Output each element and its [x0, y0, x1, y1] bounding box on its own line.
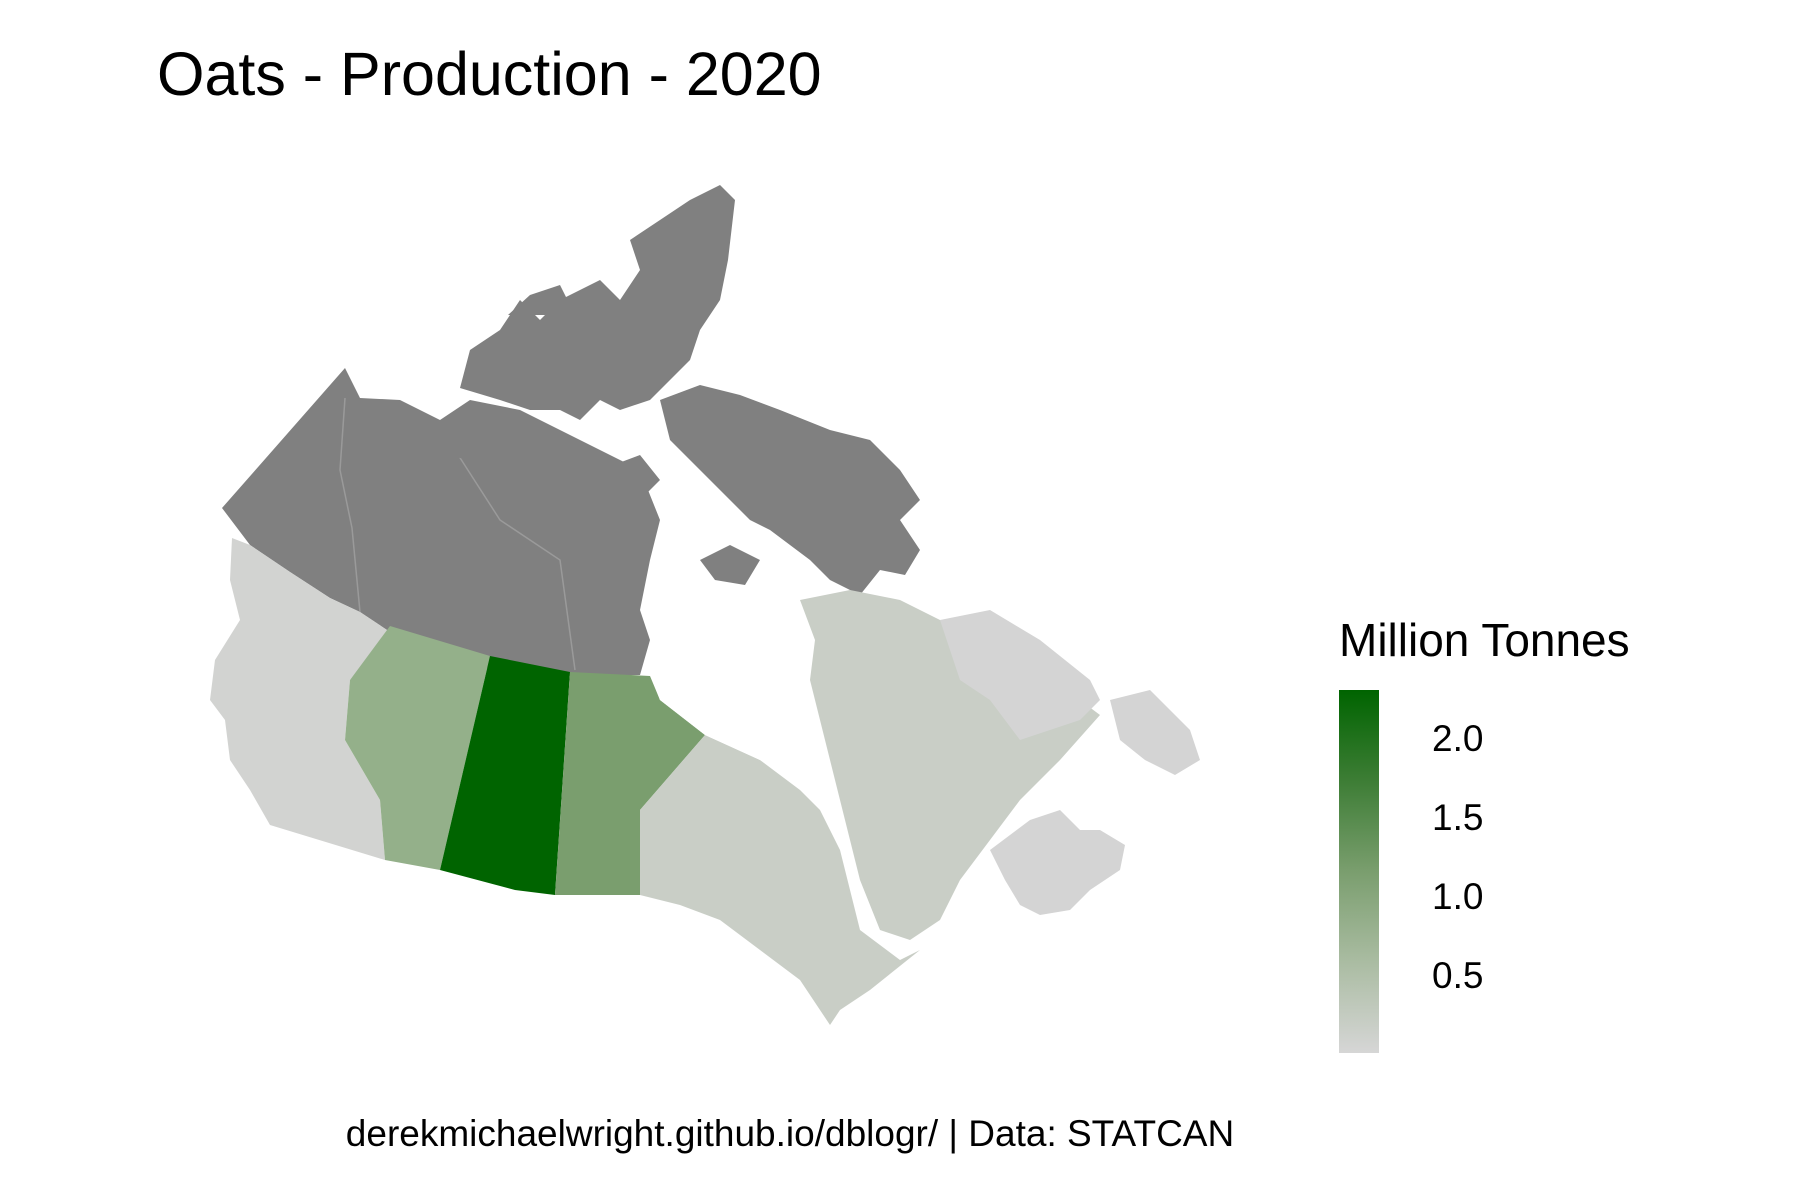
legend-tick-label-2-0: 2.0 — [1432, 718, 1484, 759]
legend-colorbar — [1339, 690, 1379, 1053]
province-ontario — [640, 735, 920, 1025]
hudson-bay — [645, 600, 830, 800]
northern-islands — [440, 285, 760, 585]
territory-border-yukon — [339, 397, 361, 613]
province-british-columbia — [210, 538, 390, 860]
baffin-island — [660, 385, 920, 595]
arctic-islands — [460, 185, 735, 420]
legend-tick-label-1-5: 1.5 — [1432, 797, 1484, 838]
province-manitoba — [555, 672, 705, 895]
chart-title: Oats - Production - 2020 — [157, 40, 822, 108]
territories-region — [222, 368, 660, 676]
territory-border-nwt — [454, 449, 576, 671]
province-quebec — [800, 590, 1100, 940]
legend-title: Million Tonnes — [1339, 614, 1630, 666]
legend-tick-label-1-0: 1.0 — [1432, 876, 1484, 917]
legend-tick-label-0-5: 0.5 — [1432, 955, 1484, 996]
province-alberta — [345, 626, 490, 870]
province-newfoundland-labrador — [940, 610, 1200, 775]
province-saskatchewan — [440, 656, 570, 895]
source-caption: derekmichaelwright.github.io/dblogr/ | D… — [345, 1113, 1235, 1154]
province-maritimes — [990, 810, 1125, 915]
